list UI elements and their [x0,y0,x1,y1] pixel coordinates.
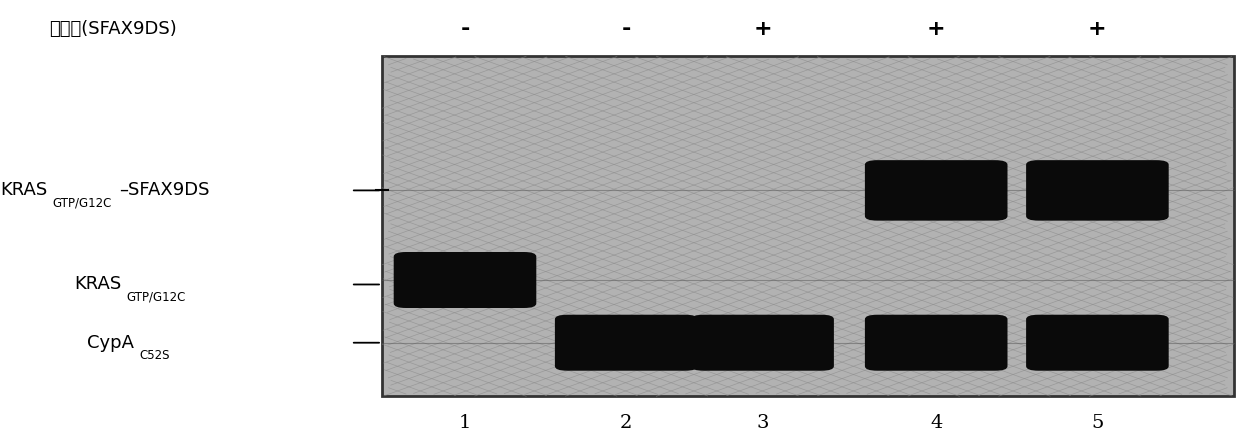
Text: 5: 5 [1091,414,1104,432]
Text: –SFAX9DS: –SFAX9DS [119,181,210,199]
FancyBboxPatch shape [394,252,536,308]
Text: +: + [753,19,773,39]
Text: CypA: CypA [87,334,134,352]
Text: 4: 4 [930,414,942,432]
FancyBboxPatch shape [866,160,1007,221]
Text: +: + [926,19,946,39]
Text: -: - [460,19,470,39]
Text: -: - [621,19,631,39]
FancyBboxPatch shape [866,314,1007,371]
FancyBboxPatch shape [1025,160,1168,221]
Text: C52S: C52S [139,349,170,362]
Text: KRAS: KRAS [74,276,122,293]
Text: +: + [1087,19,1107,39]
Text: 化合物(SFAX9DS): 化合物(SFAX9DS) [50,20,177,38]
Text: GTP/G12C: GTP/G12C [126,290,186,304]
Text: 3: 3 [756,414,769,432]
FancyBboxPatch shape [556,314,697,371]
Text: 2: 2 [620,414,632,432]
FancyBboxPatch shape [1025,314,1168,371]
FancyBboxPatch shape [382,56,1234,396]
Text: 1: 1 [459,414,471,432]
FancyBboxPatch shape [692,314,833,371]
Text: KRAS: KRAS [0,181,47,199]
Text: GTP/G12C: GTP/G12C [52,196,112,210]
